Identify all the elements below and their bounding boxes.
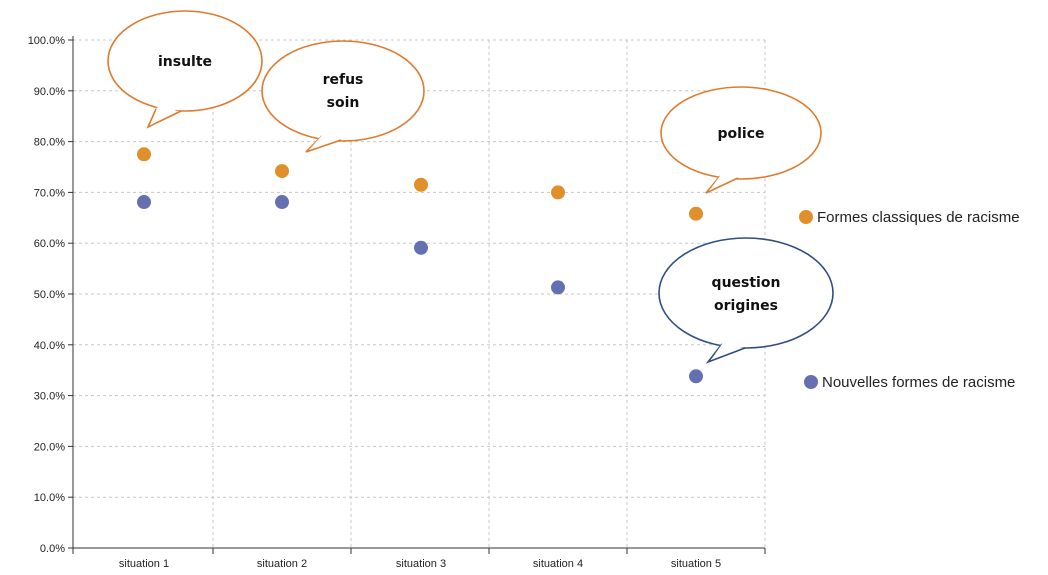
y-tick-label: 60.0% — [34, 238, 65, 250]
annotation-layer: insulte refus soin police question origines — [107, 10, 834, 364]
annotation-text: insulte — [158, 54, 212, 70]
y-tick-label: 40.0% — [34, 340, 65, 352]
classic-point — [551, 185, 565, 200]
annotation-text: question — [712, 275, 781, 291]
y-tick-label: 70.0% — [34, 187, 65, 199]
annotation-bubble — [658, 237, 834, 349]
annotation-text: refus — [323, 72, 364, 88]
classic-point — [414, 177, 428, 192]
annotation-tail — [705, 343, 746, 364]
classic-point — [137, 147, 151, 162]
y-tick-label: 30.0% — [34, 391, 65, 403]
legend-marker — [799, 210, 813, 224]
annotation-tail-fill — [151, 106, 179, 125]
annotation-bubble — [660, 86, 822, 180]
annotation-tail — [705, 175, 739, 194]
new-point — [137, 195, 151, 210]
x-tick-label: situation 4 — [533, 558, 583, 570]
classic-point — [275, 164, 289, 179]
x-tick-label: situation 3 — [396, 558, 446, 570]
annotation-text: origines — [714, 298, 778, 314]
annotation-bubble — [261, 40, 425, 142]
annotation-text: police — [717, 126, 764, 142]
classic-point — [689, 206, 703, 221]
new-point — [275, 195, 289, 210]
y-tick-label: 90.0% — [34, 86, 65, 98]
annotation-tail-fill — [309, 133, 339, 150]
annotation-text: soin — [327, 95, 360, 111]
y-tick-label: 80.0% — [34, 137, 65, 149]
y-tick-label: 20.0% — [34, 441, 65, 453]
annotation-bubble — [107, 10, 263, 112]
legend-marker — [804, 375, 818, 389]
new-point — [414, 240, 428, 255]
axis-layer: 0.0% 10.0% 20.0% 30.0% 40.0% 50.0% 60.0% 70.0% 8… — [28, 35, 766, 570]
x-tick-label: situation 2 — [257, 558, 307, 570]
points-layer — [137, 147, 703, 384]
y-tick-label: 10.0% — [34, 492, 65, 504]
legend-label: Formes classiques de racisme — [817, 209, 1020, 226]
new-point — [689, 369, 703, 384]
annotation-tail-fill — [709, 173, 736, 191]
x-tick-label: situation 1 — [119, 558, 169, 570]
x-tick-label: situation 5 — [671, 558, 721, 570]
y-tick-label: 100.0% — [28, 35, 66, 47]
new-point — [551, 280, 565, 295]
legend: Formes classiques de racisme Nouvelles fo… — [799, 209, 1020, 391]
annotation-tail-fill — [711, 341, 743, 360]
legend-label: Nouvelles formes de racisme — [822, 374, 1015, 391]
y-tick-label: 0.0% — [40, 543, 65, 555]
y-tick-label: 50.0% — [34, 289, 65, 301]
